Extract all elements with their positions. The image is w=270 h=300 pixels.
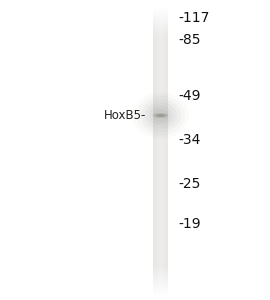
Ellipse shape bbox=[153, 113, 168, 118]
Ellipse shape bbox=[140, 99, 181, 132]
Ellipse shape bbox=[148, 106, 173, 125]
Text: -34: -34 bbox=[178, 133, 201, 146]
Text: -19: -19 bbox=[178, 217, 201, 230]
Text: -49: -49 bbox=[178, 89, 201, 103]
Text: -25: -25 bbox=[178, 178, 201, 191]
Ellipse shape bbox=[144, 102, 177, 129]
Text: -85: -85 bbox=[178, 34, 201, 47]
Text: -117: -117 bbox=[178, 11, 210, 25]
Text: HoxB5-: HoxB5- bbox=[103, 109, 146, 122]
Ellipse shape bbox=[157, 114, 165, 117]
Ellipse shape bbox=[153, 109, 169, 122]
